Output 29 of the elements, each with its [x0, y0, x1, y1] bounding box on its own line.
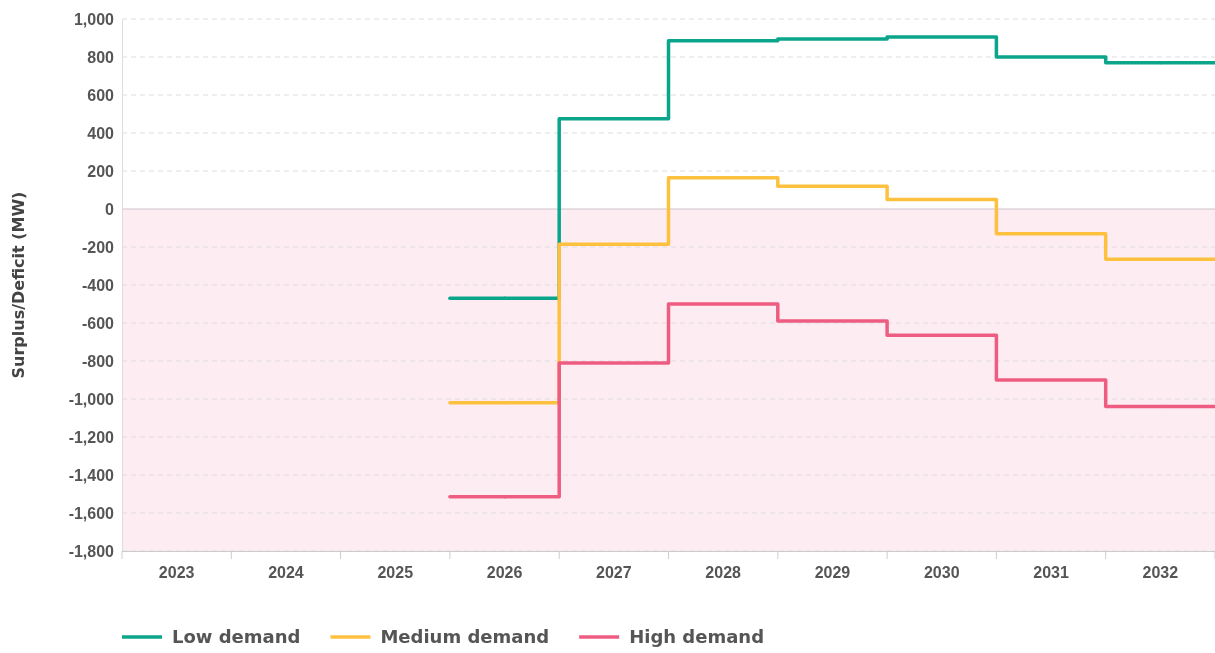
y-tick-label: 400 — [87, 124, 115, 142]
y-tick-label: 0 — [105, 200, 115, 218]
y-tick-label: -1,800 — [68, 542, 115, 560]
y-tick-label: 600 — [87, 86, 115, 104]
x-tick-label: 2026 — [486, 564, 523, 582]
x-tick-label: 2027 — [596, 564, 632, 582]
y-tick-label: -400 — [81, 276, 115, 294]
legend-label: Medium demand — [380, 626, 550, 647]
x-tick-label: 2024 — [268, 564, 304, 582]
x-tick-label: 2023 — [158, 564, 195, 582]
y-tick-label: 200 — [87, 162, 115, 180]
x-tick-label: 2031 — [1033, 564, 1069, 582]
y-tick-label: -600 — [81, 314, 115, 332]
y-tick-label: -800 — [81, 352, 115, 370]
x-tick-label: 2028 — [705, 564, 742, 582]
x-tick-label: 2032 — [1142, 564, 1179, 582]
y-tick-label: -1,600 — [68, 504, 115, 522]
y-tick-label: -200 — [81, 238, 115, 256]
legend-label: High demand — [629, 626, 765, 647]
x-tick-label: 2030 — [923, 564, 960, 582]
x-tick-label: 2025 — [377, 564, 414, 582]
y-tick-label: -1,400 — [68, 466, 115, 484]
legend-label: Low demand — [172, 626, 301, 647]
y-tick-label: -1,000 — [68, 390, 115, 408]
y-tick-label: -1,200 — [68, 428, 115, 446]
y-tick-label: 1,000 — [73, 10, 115, 28]
x-tick-label: 2029 — [814, 564, 851, 582]
y-tick-label: 800 — [87, 48, 115, 66]
y-axis-title: Surplus/Deficit (MW) — [9, 191, 28, 379]
